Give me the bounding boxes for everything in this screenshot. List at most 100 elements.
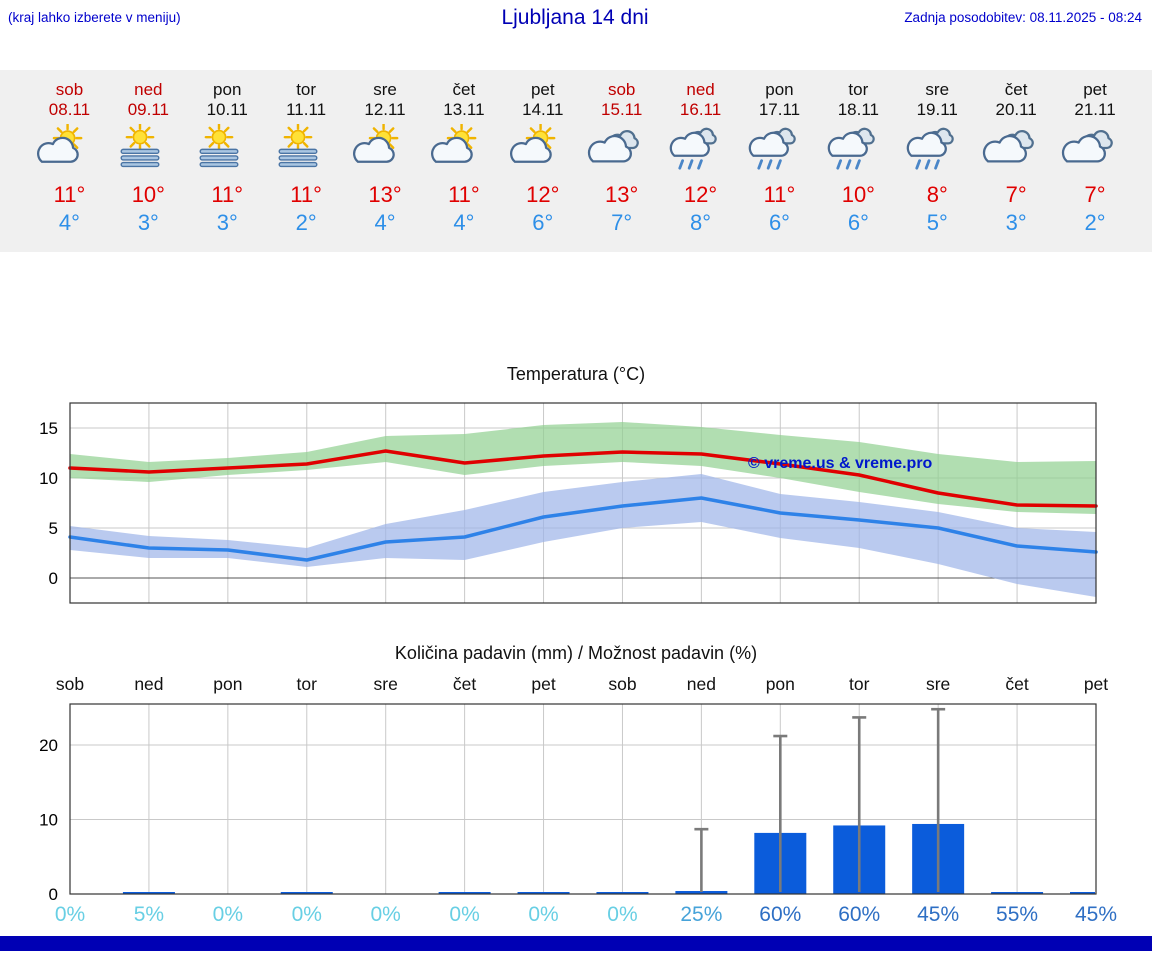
day-name: čet (452, 80, 476, 99)
day-low-temp: 4° (453, 210, 475, 235)
forecast-strip: sob 08.11 11° 4° ned 09.11 10° 3° pon 10.11 11° 3° t… (0, 70, 1152, 252)
y-axis-label: 15 (39, 419, 58, 438)
sun-fog-icon (267, 124, 346, 174)
day-name: pon (765, 80, 794, 99)
sun-cloud-icon (30, 124, 109, 174)
rain-icon (819, 124, 898, 174)
day-low-temp: 2° (295, 210, 317, 235)
y-axis-label: 10 (39, 469, 58, 488)
min-temperature-range-band (70, 474, 1096, 597)
day-low-temp: 6° (847, 210, 869, 235)
last-updated: Zadnja posodobitev: 08.11.2025 - 08:24 (904, 10, 1142, 25)
day-date: 18.11 (837, 100, 879, 119)
cloudy-icon (977, 124, 1056, 174)
precip-percent-label: 0% (449, 903, 479, 926)
day-name: sre (925, 80, 950, 99)
day-name: pet (1083, 80, 1107, 99)
day-name: tor (296, 80, 317, 99)
rain-icon (740, 124, 819, 174)
day-low-temp: 7° (611, 210, 633, 235)
precip-percent-label: 45% (1075, 903, 1117, 926)
day-date: 15.11 (601, 100, 643, 119)
cloudy-icon (1056, 124, 1135, 174)
day-high-temp: 8° (926, 182, 948, 207)
forecast-day-column: sob 15.11 13° 7° (582, 80, 661, 236)
day-name: pon (213, 80, 242, 99)
temperature-chart: 0 5 10 15 © vreme.us & vreme.pro (39, 402, 1098, 604)
day-date: 14.11 (522, 100, 564, 119)
sun-cloud-icon (503, 124, 582, 174)
spacer (0, 252, 1152, 364)
precip-day-label: pet (1084, 674, 1108, 694)
y-axis-label: 5 (49, 519, 58, 538)
day-high-temp: 13° (605, 182, 639, 207)
sun-cloud-icon (346, 124, 425, 174)
day-name: ned (134, 80, 163, 99)
day-date: 08.11 (48, 100, 91, 119)
precip-day-label: pon (213, 674, 242, 694)
day-name: pet (530, 80, 555, 99)
precip-percent-label: 45% (917, 903, 959, 926)
day-high-temp: 13° (368, 182, 402, 207)
forecast-day-column: sob 08.11 11° 4° (30, 80, 109, 236)
day-date: 16.11 (679, 100, 722, 119)
precip-percent-label: 0% (292, 903, 322, 926)
forecast-day-column: ned 09.11 10° 3° (109, 80, 188, 236)
precip-day-label: sob (608, 674, 636, 694)
day-low-temp: 3° (216, 210, 238, 235)
day-date: 19.11 (916, 100, 958, 119)
precip-percent-label: 55% (996, 903, 1038, 926)
page-title: Ljubljana 14 dni (501, 6, 649, 29)
day-high-temp: 11° (763, 182, 796, 207)
y-axis-label: 0 (49, 885, 58, 904)
precip-bar (1070, 892, 1095, 894)
cloudy-icon (582, 124, 661, 174)
y-axis-label: 0 (49, 569, 58, 588)
precip-percent-label: 0% (213, 903, 243, 926)
precip-percent-label: 60% (759, 903, 801, 926)
day-high-temp: 11° (290, 182, 322, 207)
day-low-temp: 3° (1005, 210, 1027, 235)
day-date: 13.11 (443, 100, 485, 119)
min-temperature-line (68, 496, 1098, 562)
sun-fog-icon (109, 124, 188, 174)
day-date: 17.11 (758, 100, 801, 119)
precip-day-label: čet (453, 674, 476, 694)
header: (kraj lahko izberete v meniju) Ljubljana… (0, 0, 1152, 30)
temperature-chart-title: Temperatura (°C) (506, 364, 646, 384)
max-temperature-line (68, 449, 1098, 508)
forecast-day-column: tor 11.11 11° 2° (267, 80, 346, 236)
precip-percent-label: 5% (134, 903, 164, 926)
menu-hint: (kraj lahko izberete v meniju) (8, 10, 181, 25)
day-high-temp: 11° (53, 182, 86, 207)
forecast-day-column: tor 18.11 10° 6° (819, 80, 898, 236)
precip-bar (438, 892, 491, 894)
day-date: 20.11 (995, 100, 1037, 119)
rain-icon (898, 124, 977, 174)
precip-day-label: tor (297, 674, 318, 694)
day-date: 10.11 (206, 100, 248, 119)
day-name: sre (373, 80, 397, 99)
forecast-day-column: pet 14.11 12° 6° (503, 80, 582, 236)
forecast-day-column: čet 13.11 11° 4° (424, 80, 503, 236)
forecast-day-column: sre 19.11 8° 5° (898, 80, 977, 236)
forecast-day-column: sre 12.11 13° 4° (346, 80, 425, 236)
precip-bar (280, 892, 333, 894)
day-high-temp: 7° (1005, 182, 1027, 207)
day-name: tor (848, 80, 869, 99)
precip-percent-label: 25% (680, 903, 722, 926)
precip-percent-label: 0% (371, 903, 401, 926)
precip-bar (596, 892, 649, 894)
precip-day-label: ned (687, 674, 716, 694)
day-high-temp: 11° (211, 182, 244, 207)
day-high-temp: 12° (526, 182, 560, 207)
precip-day-label: sre (374, 674, 398, 694)
precipitation-chart-title: Količina padavin (mm) / Možnost padavin … (394, 643, 758, 663)
max-temperature-range-band (70, 422, 1096, 514)
day-date: 09.11 (127, 100, 169, 119)
day-date: 11.11 (286, 100, 327, 119)
day-low-temp: 2° (1084, 210, 1106, 235)
footer-bar (0, 936, 1152, 951)
day-name: ned (686, 80, 715, 99)
day-high-temp: 10° (841, 182, 875, 207)
